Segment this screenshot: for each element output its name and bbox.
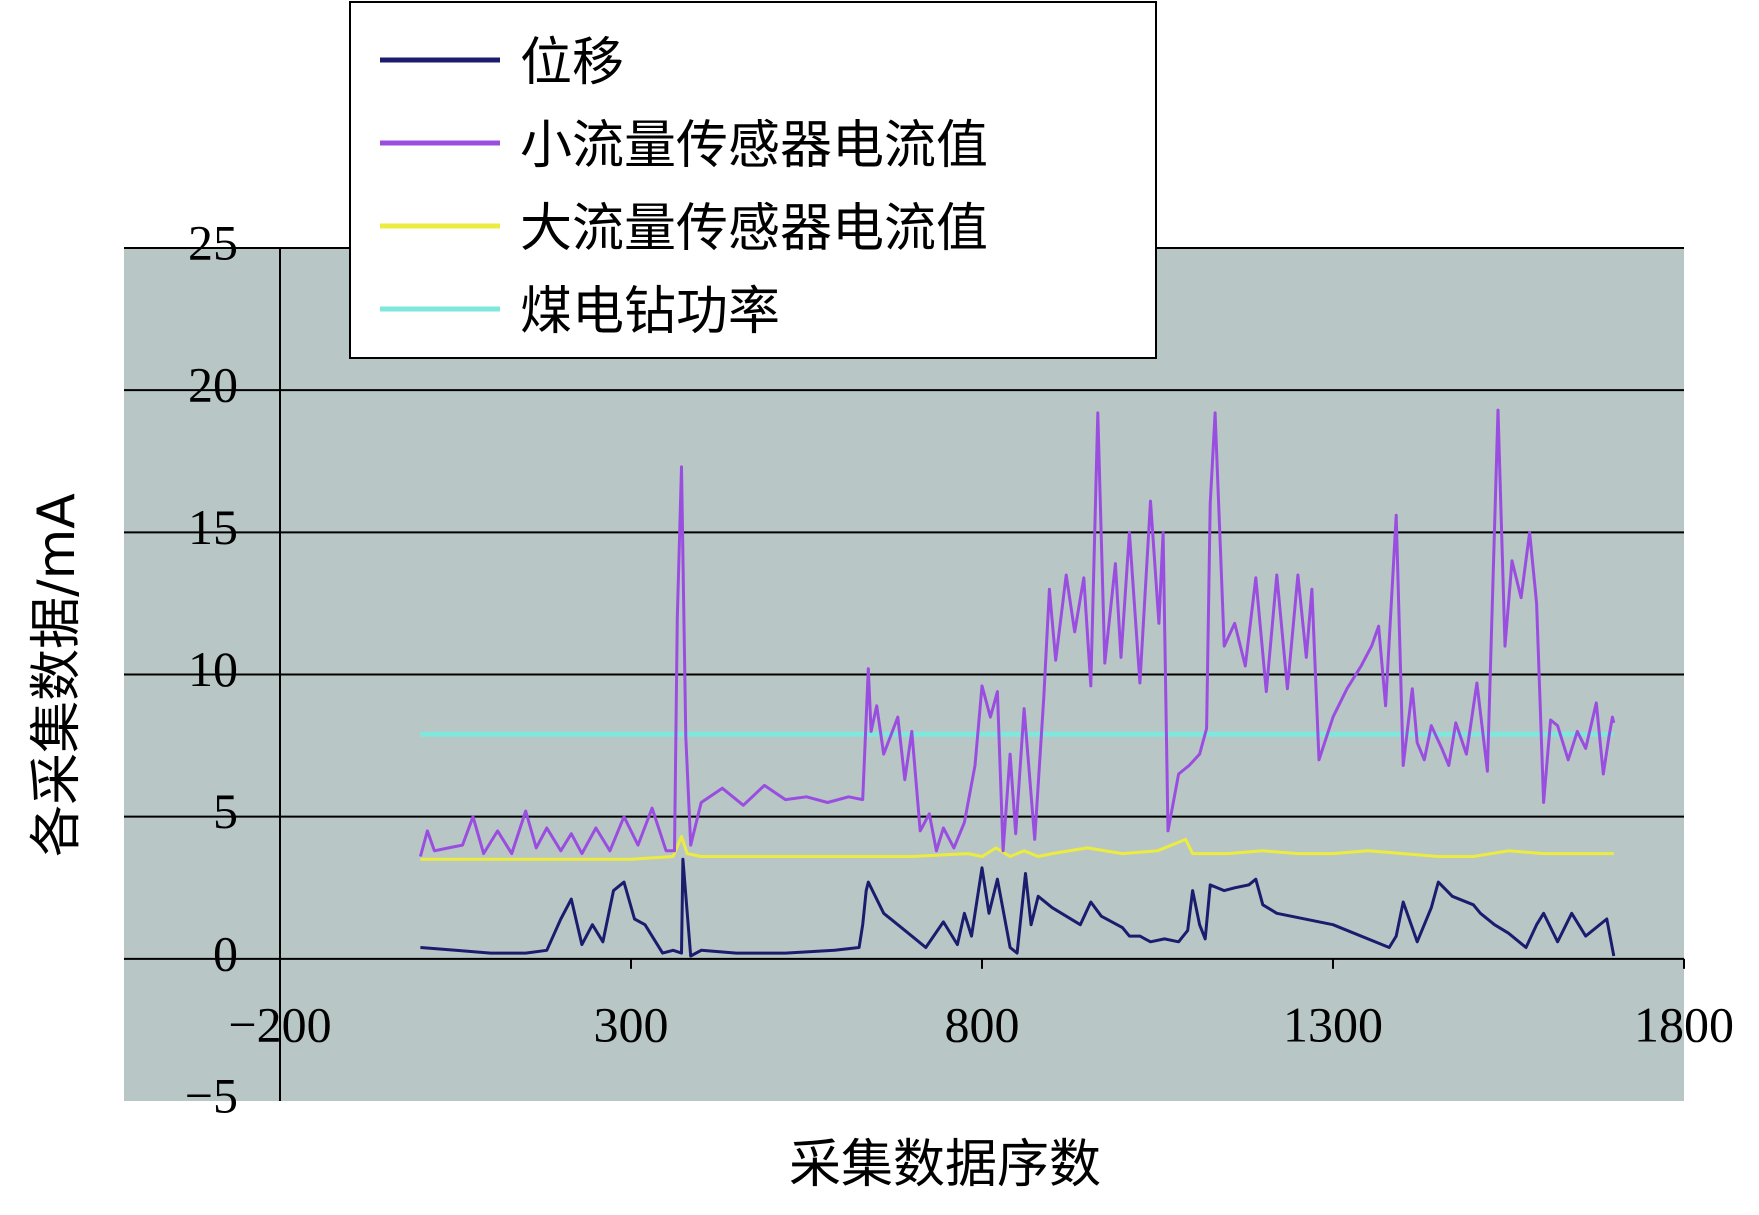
series-line-0 — [420, 857, 1616, 958]
legend-label-2: 大流量传感器电流值 — [520, 199, 988, 259]
x-tick-label-0: −200 — [228, 996, 331, 1052]
y-tick-label-4: 15 — [188, 499, 238, 555]
y-tick-label-0: −5 — [185, 1067, 238, 1123]
y-tick-label-5: 20 — [188, 357, 238, 413]
legend: 位移 小流量传感器电流值 大流量传感器电流值 煤电钻功率 — [349, 1, 1157, 359]
series-line-1 — [418, 408, 1616, 857]
series-line-2 — [420, 835, 1614, 861]
x-axis-title: 采集数据序数 — [789, 1135, 1101, 1195]
y-tick-label-1: 0 — [213, 925, 238, 981]
x-tick-label-4: 1800 — [1634, 996, 1734, 1052]
y-tick-label-2: 5 — [213, 783, 238, 839]
y-tick-label-6: 25 — [188, 214, 238, 270]
y-tick-label-3: 10 — [188, 641, 238, 697]
series-layer — [418, 408, 1616, 958]
y-axis-title: 各采集数据/mA — [27, 493, 87, 857]
legend-label-3: 煤电钻功率 — [520, 282, 780, 342]
x-tick-labels: −200 300 800 1300 1800 — [228, 996, 1734, 1052]
y-tick-labels: −5 0 5 10 15 20 25 — [185, 214, 238, 1123]
x-tick-label-1: 300 — [594, 996, 669, 1052]
legend-label-0: 位移 — [520, 33, 624, 93]
x-tick-label-3: 1300 — [1283, 996, 1383, 1052]
x-tick-marks — [279, 958, 1685, 969]
legend-label-1: 小流量传感器电流值 — [520, 116, 988, 176]
x-tick-label-2: 800 — [945, 996, 1020, 1052]
